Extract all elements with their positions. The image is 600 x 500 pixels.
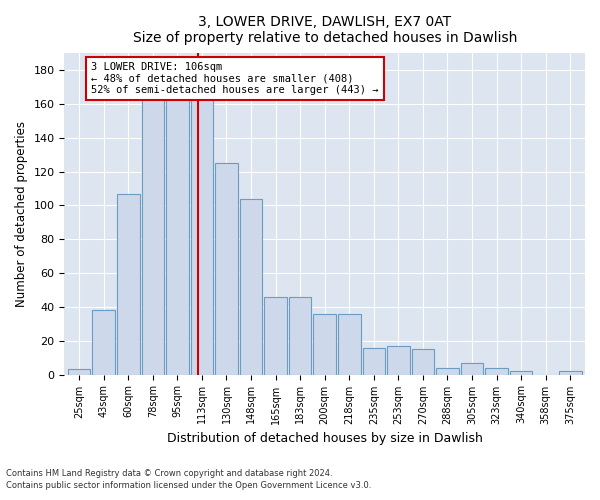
Bar bbox=[412, 349, 434, 374]
Text: Contains HM Land Registry data © Crown copyright and database right 2024.
Contai: Contains HM Land Registry data © Crown c… bbox=[6, 469, 371, 490]
Bar bbox=[142, 77, 164, 374]
Bar bbox=[92, 310, 115, 374]
Bar bbox=[485, 368, 508, 374]
Y-axis label: Number of detached properties: Number of detached properties bbox=[15, 121, 28, 307]
Bar bbox=[166, 78, 188, 374]
Bar bbox=[191, 80, 213, 374]
Title: 3, LOWER DRIVE, DAWLISH, EX7 0AT
Size of property relative to detached houses in: 3, LOWER DRIVE, DAWLISH, EX7 0AT Size of… bbox=[133, 15, 517, 45]
X-axis label: Distribution of detached houses by size in Dawlish: Distribution of detached houses by size … bbox=[167, 432, 482, 445]
Bar bbox=[559, 371, 581, 374]
Bar bbox=[387, 346, 410, 374]
Bar bbox=[313, 314, 336, 374]
Bar bbox=[117, 194, 140, 374]
Bar bbox=[240, 198, 262, 374]
Text: 3 LOWER DRIVE: 106sqm
← 48% of detached houses are smaller (408)
52% of semi-det: 3 LOWER DRIVE: 106sqm ← 48% of detached … bbox=[91, 62, 379, 95]
Bar bbox=[510, 371, 532, 374]
Bar bbox=[338, 314, 361, 374]
Bar bbox=[215, 163, 238, 374]
Bar bbox=[264, 297, 287, 374]
Bar bbox=[68, 370, 91, 374]
Bar bbox=[289, 297, 311, 374]
Bar bbox=[461, 362, 484, 374]
Bar bbox=[362, 348, 385, 374]
Bar bbox=[436, 368, 459, 374]
